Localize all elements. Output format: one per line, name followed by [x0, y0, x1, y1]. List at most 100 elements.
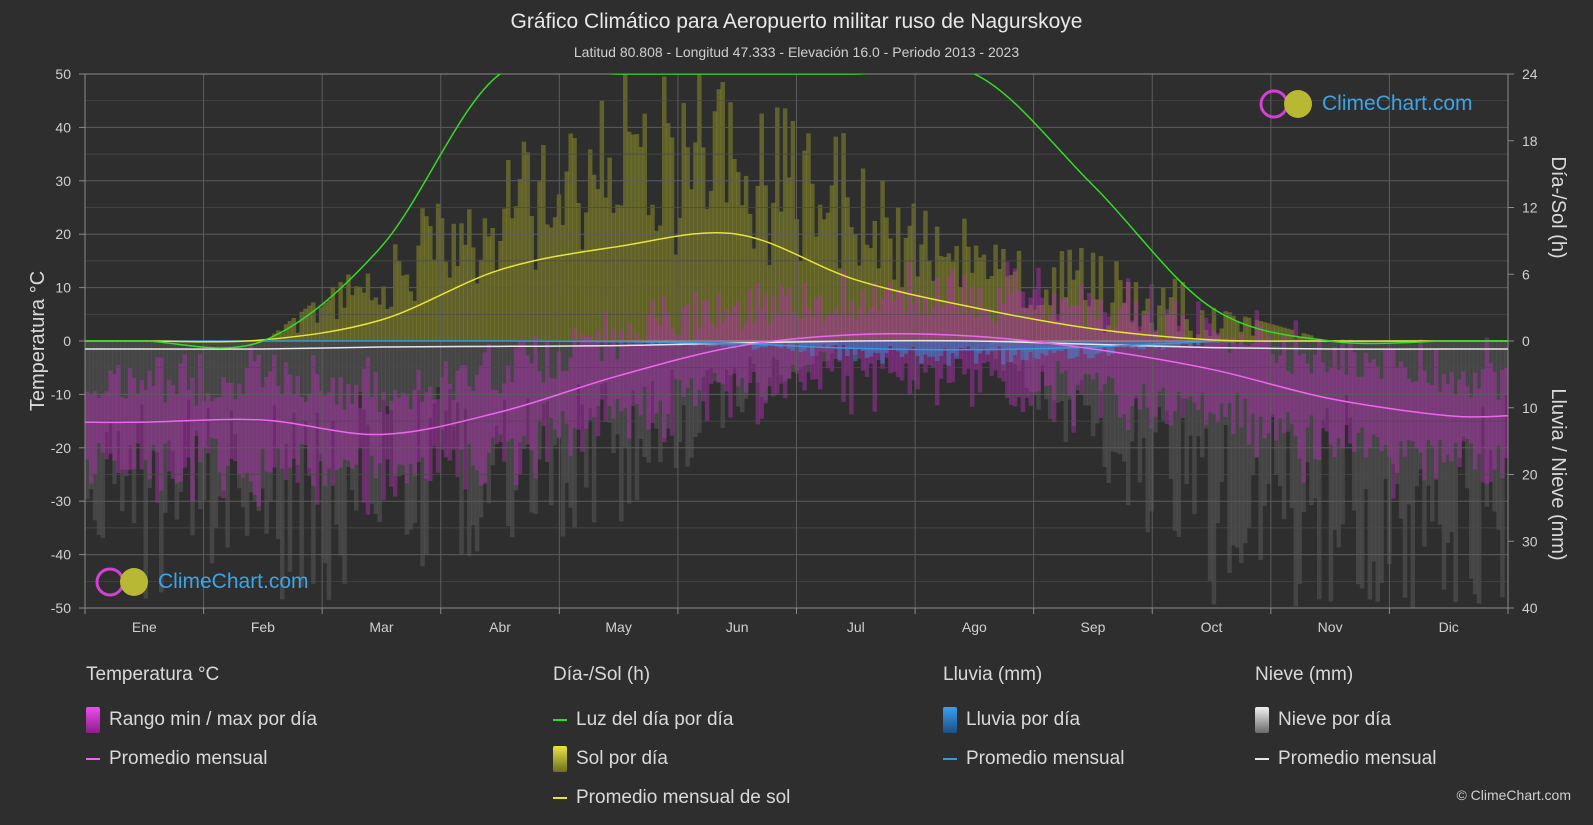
temp-range-day-bar [486, 343, 492, 453]
temp-range-day-bar [1223, 337, 1228, 418]
snow-day-bar [276, 341, 281, 539]
snow-day-bar [400, 341, 406, 476]
snow-day-bar [470, 341, 476, 526]
snow-day-bar [759, 341, 764, 397]
temp-range-day-bar [108, 370, 113, 454]
sunshine-day-bar [993, 244, 998, 341]
sunshine-day-bar [502, 208, 507, 341]
snow-day-bar [790, 341, 796, 373]
logo-top[interactable]: ClimeChart.com [1258, 88, 1473, 120]
temp-range-day-bar [892, 301, 897, 372]
sunshine-day-bar [903, 237, 909, 341]
temp-range-day-bar [1254, 310, 1260, 458]
snow-day-bar [634, 341, 640, 501]
snow-swatch [1255, 706, 1269, 733]
temp-range-day-bar [1055, 314, 1061, 361]
snow-day-bar [1274, 341, 1279, 476]
temp-range-day-bar [806, 307, 811, 365]
sunshine-day-bar [607, 157, 612, 341]
snow-day-bar [989, 341, 994, 352]
snow-day-bar [1184, 341, 1189, 485]
snow-day-bar [728, 341, 733, 376]
snow-day-bar [1005, 341, 1010, 363]
snow-day-bar [225, 341, 230, 548]
temp-range-day-bar [642, 345, 648, 387]
rain-day-bar [825, 341, 831, 349]
sunshine-day-bar [751, 248, 757, 341]
temp-range-day-bar [615, 359, 620, 400]
rain-day-bar [966, 341, 971, 347]
snow-day-bar [1188, 341, 1193, 436]
snow-day-bar [326, 341, 332, 600]
rain-day-bar [981, 341, 987, 349]
temp-range-day-bar [502, 383, 507, 462]
temp-range-day-bar [1465, 386, 1470, 440]
temp-range-day-bar [276, 385, 281, 449]
snow-day-bar [708, 341, 714, 368]
temp-range-day-bar [1305, 363, 1310, 428]
temp-range-day-bar [946, 276, 952, 383]
rain-day-bar [1118, 341, 1123, 346]
rain-day-bar [821, 341, 827, 345]
snow-day-bar [1063, 341, 1069, 442]
rain-avg-swatch [943, 757, 957, 760]
temp-range-day-bar [1324, 372, 1330, 432]
temp-range-day-bar [225, 382, 230, 466]
temp-range-day-bar [338, 377, 343, 469]
snow-day-bar [743, 341, 749, 399]
temp-range-day-bar [1040, 297, 1045, 372]
snow-day-bar [116, 341, 121, 431]
temp-range-day-bar [1504, 367, 1509, 459]
temp-range-day-bar [1492, 371, 1497, 470]
sunshine-day-bar [833, 136, 839, 341]
sunshine-day-bar [525, 152, 531, 341]
temp-range-day-bar [205, 393, 211, 454]
snow-day-bar [1094, 341, 1100, 424]
sunshine-day-bar [849, 227, 854, 341]
temp-range-day-bar [962, 274, 967, 375]
snow-day-bar [1036, 341, 1041, 410]
temp-range-day-bar [1418, 339, 1423, 453]
temp-range-day-bar [1188, 343, 1193, 397]
temp-range-day-bar [751, 322, 757, 372]
sunshine-day-bar [1051, 267, 1057, 341]
logo-bottom[interactable]: ClimeChart.com [94, 566, 309, 598]
temp-range-day-bar [1211, 330, 1217, 414]
temp-range-day-bar [279, 394, 285, 469]
snow-day-bar [1122, 341, 1127, 462]
snow-day-bar [806, 341, 811, 373]
snow-day-bar [685, 341, 690, 467]
rain-day-bar [1008, 341, 1014, 363]
snow-day-bar [151, 341, 156, 451]
right-bottom-axis-title: Lluvia / Nieve (mm) [1547, 388, 1569, 560]
temp-range-day-bar [677, 334, 683, 381]
temp-range-day-bar [373, 371, 378, 478]
snow-day-bar [100, 341, 106, 538]
snow-day-bar [1008, 341, 1014, 362]
sunshine-day-bar [825, 212, 831, 341]
snow-day-bar [182, 341, 187, 422]
snow-day-bar [85, 341, 90, 500]
temp-range-day-bar [198, 354, 203, 463]
snow-day-bar [1227, 341, 1232, 573]
sunshine-day-bar [1012, 271, 1018, 341]
snow-day-bar [572, 341, 577, 528]
snow-day-bar [1001, 341, 1006, 371]
sunshine-day-bar [1059, 251, 1065, 341]
temp-tick-label: 50 [55, 66, 71, 82]
snow-day-bar [365, 341, 371, 425]
temp-range-day-bar [377, 411, 382, 464]
snow-day-bar [545, 341, 550, 402]
snow-day-bar [525, 341, 531, 399]
sunshine-day-bar [685, 147, 690, 341]
temp-range-day-bar [361, 368, 367, 503]
sunshine-day-bar [1250, 335, 1256, 341]
sunshine-day-bar [708, 190, 714, 341]
sunshine-day-bar [1231, 315, 1236, 341]
snow-day-bar [1196, 341, 1201, 437]
snow-day-bar [369, 341, 375, 504]
snow-day-bar [658, 341, 663, 463]
snow-day-bar [1207, 341, 1213, 581]
sunshine-day-bar [732, 158, 737, 341]
copyright: © ClimeChart.com [1456, 787, 1571, 803]
